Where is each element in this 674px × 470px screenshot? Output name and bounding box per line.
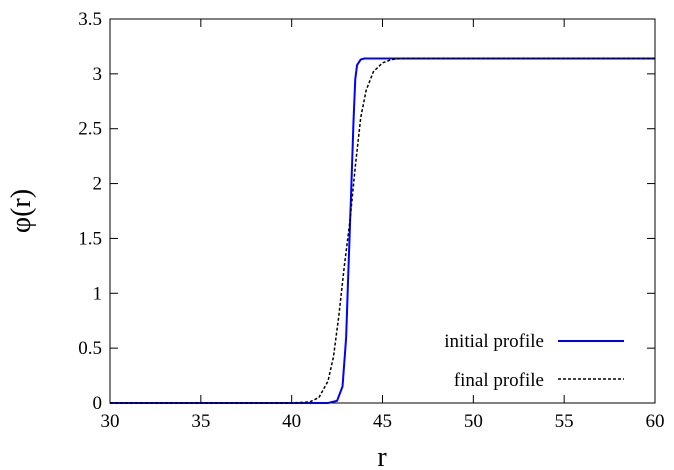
x-tick-label: 60 bbox=[646, 411, 665, 432]
y-axis-label: φ(r) bbox=[6, 189, 37, 233]
x-tick-label: 50 bbox=[464, 411, 483, 432]
x-tick-label: 40 bbox=[282, 411, 301, 432]
y-tick-label: 1.5 bbox=[78, 228, 102, 249]
y-tick-labels: 0 0.5 1 1.5 2 2.5 3 3.5 bbox=[78, 9, 102, 414]
y-tick-label: 2 bbox=[93, 174, 103, 195]
x-tick-label: 35 bbox=[191, 411, 210, 432]
x-tick-label: 45 bbox=[373, 411, 392, 432]
legend: initial profile final profile bbox=[444, 331, 624, 391]
y-tick-label: 3.5 bbox=[78, 9, 102, 30]
series-lines bbox=[110, 57, 655, 404]
y-tick-label: 2.5 bbox=[78, 119, 102, 140]
plot-frame bbox=[109, 18, 656, 404]
x-tick-label: 55 bbox=[555, 411, 574, 432]
x-tick-labels: 30 35 40 45 50 55 60 bbox=[101, 411, 665, 432]
legend-label-final: final profile bbox=[454, 370, 544, 391]
y-tick-label: 0.5 bbox=[78, 338, 102, 359]
axis-ticks bbox=[109, 18, 656, 404]
series-line-initial-profile bbox=[110, 57, 655, 404]
x-tick-label: 30 bbox=[101, 411, 120, 432]
series-line-final-profile bbox=[110, 57, 655, 404]
y-tick-label: 1 bbox=[93, 283, 103, 304]
legend-label-initial: initial profile bbox=[444, 331, 544, 352]
y-tick-label: 0 bbox=[93, 393, 103, 414]
x-axis-label: r bbox=[377, 442, 387, 470]
y-tick-label: 3 bbox=[93, 64, 103, 85]
